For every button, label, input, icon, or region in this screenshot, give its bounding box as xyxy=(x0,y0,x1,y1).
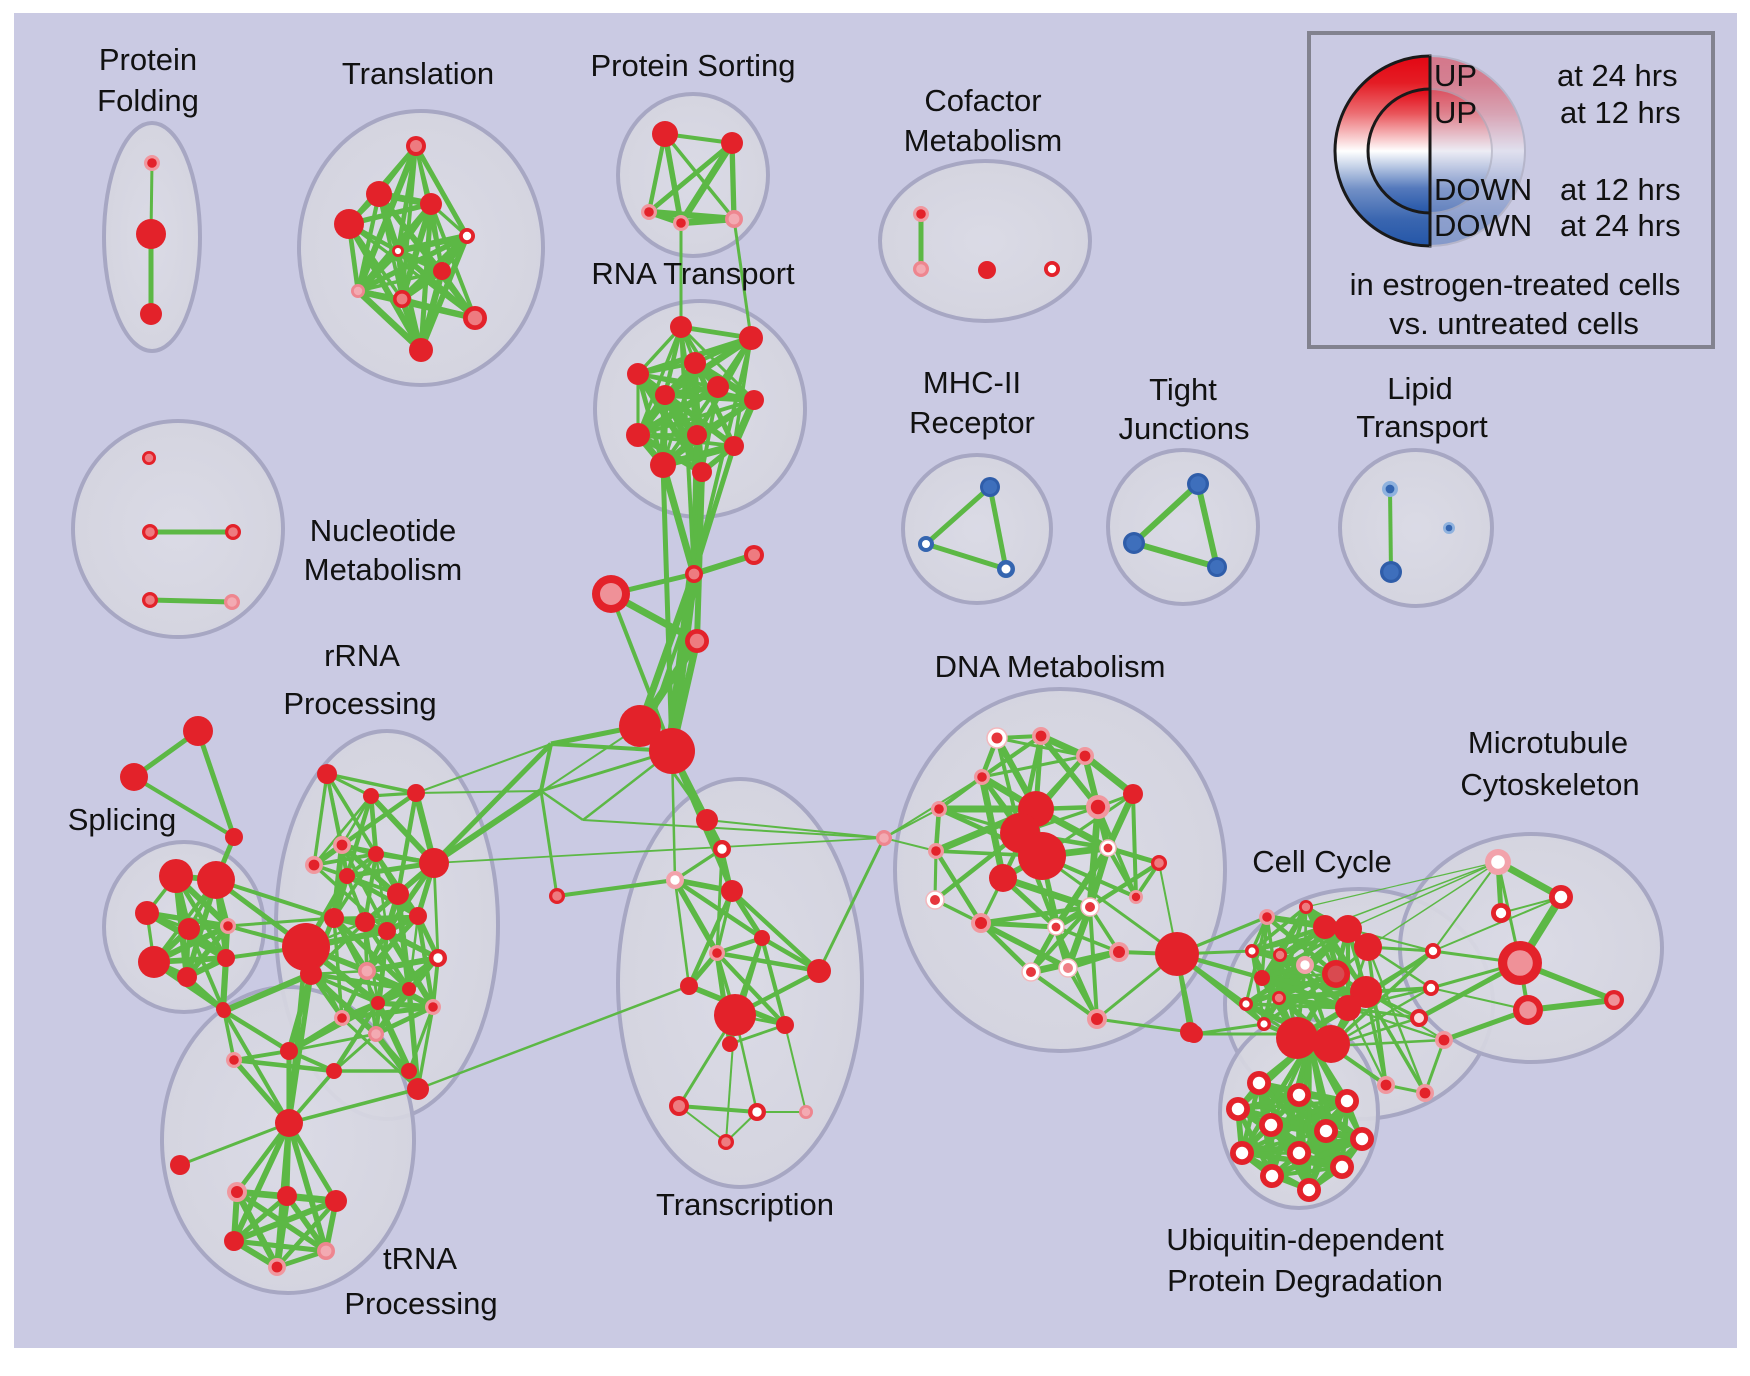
svg-text:tRNA: tRNA xyxy=(383,1241,457,1276)
svg-text:Ubiquitin-dependent: Ubiquitin-dependent xyxy=(1166,1222,1444,1257)
svg-text:UP: UP xyxy=(1434,58,1477,93)
svg-text:Microtubule: Microtubule xyxy=(1468,725,1628,760)
svg-text:Receptor: Receptor xyxy=(909,405,1035,440)
svg-text:at 24 hrs: at 24 hrs xyxy=(1557,58,1678,93)
svg-text:DOWN: DOWN xyxy=(1434,208,1532,243)
svg-text:Cofactor: Cofactor xyxy=(924,83,1041,118)
svg-text:Metabolism: Metabolism xyxy=(904,123,1063,158)
svg-text:Tight: Tight xyxy=(1149,372,1217,407)
svg-text:Lipid: Lipid xyxy=(1387,371,1453,406)
svg-text:at 24 hrs: at 24 hrs xyxy=(1560,208,1681,243)
svg-text:vs. untreated cells: vs. untreated cells xyxy=(1389,306,1639,341)
svg-text:Protein Sorting: Protein Sorting xyxy=(590,48,795,83)
svg-text:Protein: Protein xyxy=(99,42,197,77)
svg-text:Splicing: Splicing xyxy=(68,802,177,837)
svg-text:Nucleotide: Nucleotide xyxy=(310,513,456,548)
svg-text:UP: UP xyxy=(1434,95,1477,130)
svg-text:Cytoskeleton: Cytoskeleton xyxy=(1460,767,1639,802)
svg-text:DNA Metabolism: DNA Metabolism xyxy=(935,649,1166,684)
svg-text:Protein Degradation: Protein Degradation xyxy=(1167,1263,1443,1298)
svg-text:Metabolism: Metabolism xyxy=(304,552,463,587)
svg-text:at 12 hrs: at 12 hrs xyxy=(1560,172,1681,207)
svg-text:Processing: Processing xyxy=(283,686,436,721)
svg-text:rRNA: rRNA xyxy=(324,638,400,673)
svg-text:Cell Cycle: Cell Cycle xyxy=(1252,844,1392,879)
svg-text:at 12 hrs: at 12 hrs xyxy=(1560,95,1681,130)
svg-text:Transport: Transport xyxy=(1356,409,1488,444)
svg-text:Translation: Translation xyxy=(342,56,494,91)
svg-text:Junctions: Junctions xyxy=(1119,411,1250,446)
svg-text:DOWN: DOWN xyxy=(1434,172,1532,207)
svg-text:RNA Transport: RNA Transport xyxy=(591,256,795,291)
svg-text:Folding: Folding xyxy=(97,83,199,118)
svg-text:Processing: Processing xyxy=(344,1286,497,1321)
svg-text:Transcription: Transcription xyxy=(656,1187,834,1222)
svg-text:MHC-II: MHC-II xyxy=(923,365,1021,400)
svg-text:in estrogen-treated cells: in estrogen-treated cells xyxy=(1350,267,1681,302)
